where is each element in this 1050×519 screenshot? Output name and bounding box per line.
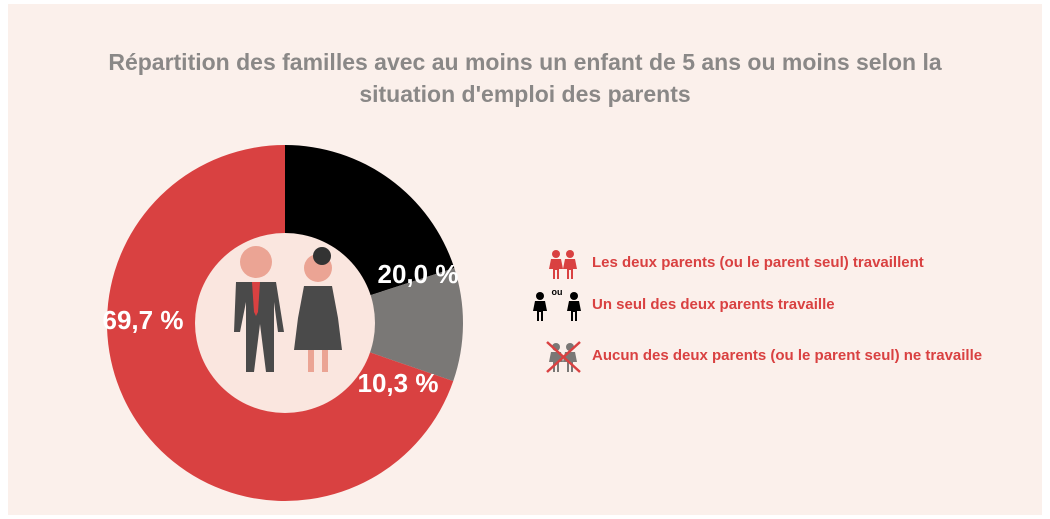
donut-segment <box>368 267 463 382</box>
value-label: 69,7 % <box>103 305 184 335</box>
donut-segment <box>107 145 454 501</box>
legend-icon <box>549 259 563 279</box>
legend-icon <box>566 250 574 258</box>
value-label: 10,3 % <box>358 368 439 398</box>
legend-icon <box>533 301 547 321</box>
center-disk <box>195 233 375 413</box>
donut-segment <box>285 145 455 296</box>
center-figures <box>234 246 342 372</box>
chart-title: Répartition des familles avec au moins u… <box>108 49 942 107</box>
legend-label: Un seul des deux parents travaille <box>592 296 835 313</box>
donut: 69,7 % 20,0 % 10,3 % <box>103 145 463 501</box>
legend-icon <box>570 292 578 300</box>
legend-cross <box>546 341 581 373</box>
legend-or: ou <box>552 287 563 297</box>
legend: Les deux parents (ou le parent seul) tra… <box>533 250 982 373</box>
value-label: 20,0 % <box>378 259 459 289</box>
legend-icon <box>552 250 560 258</box>
legend-icon <box>549 352 563 372</box>
legend-icon <box>563 259 577 279</box>
legend-label: Les deux parents (ou le parent seul) tra… <box>592 254 924 271</box>
legend-icon <box>567 301 581 321</box>
legend-label: Aucun des deux parents (ou le parent seu… <box>592 347 982 364</box>
legend-icon <box>536 292 544 300</box>
